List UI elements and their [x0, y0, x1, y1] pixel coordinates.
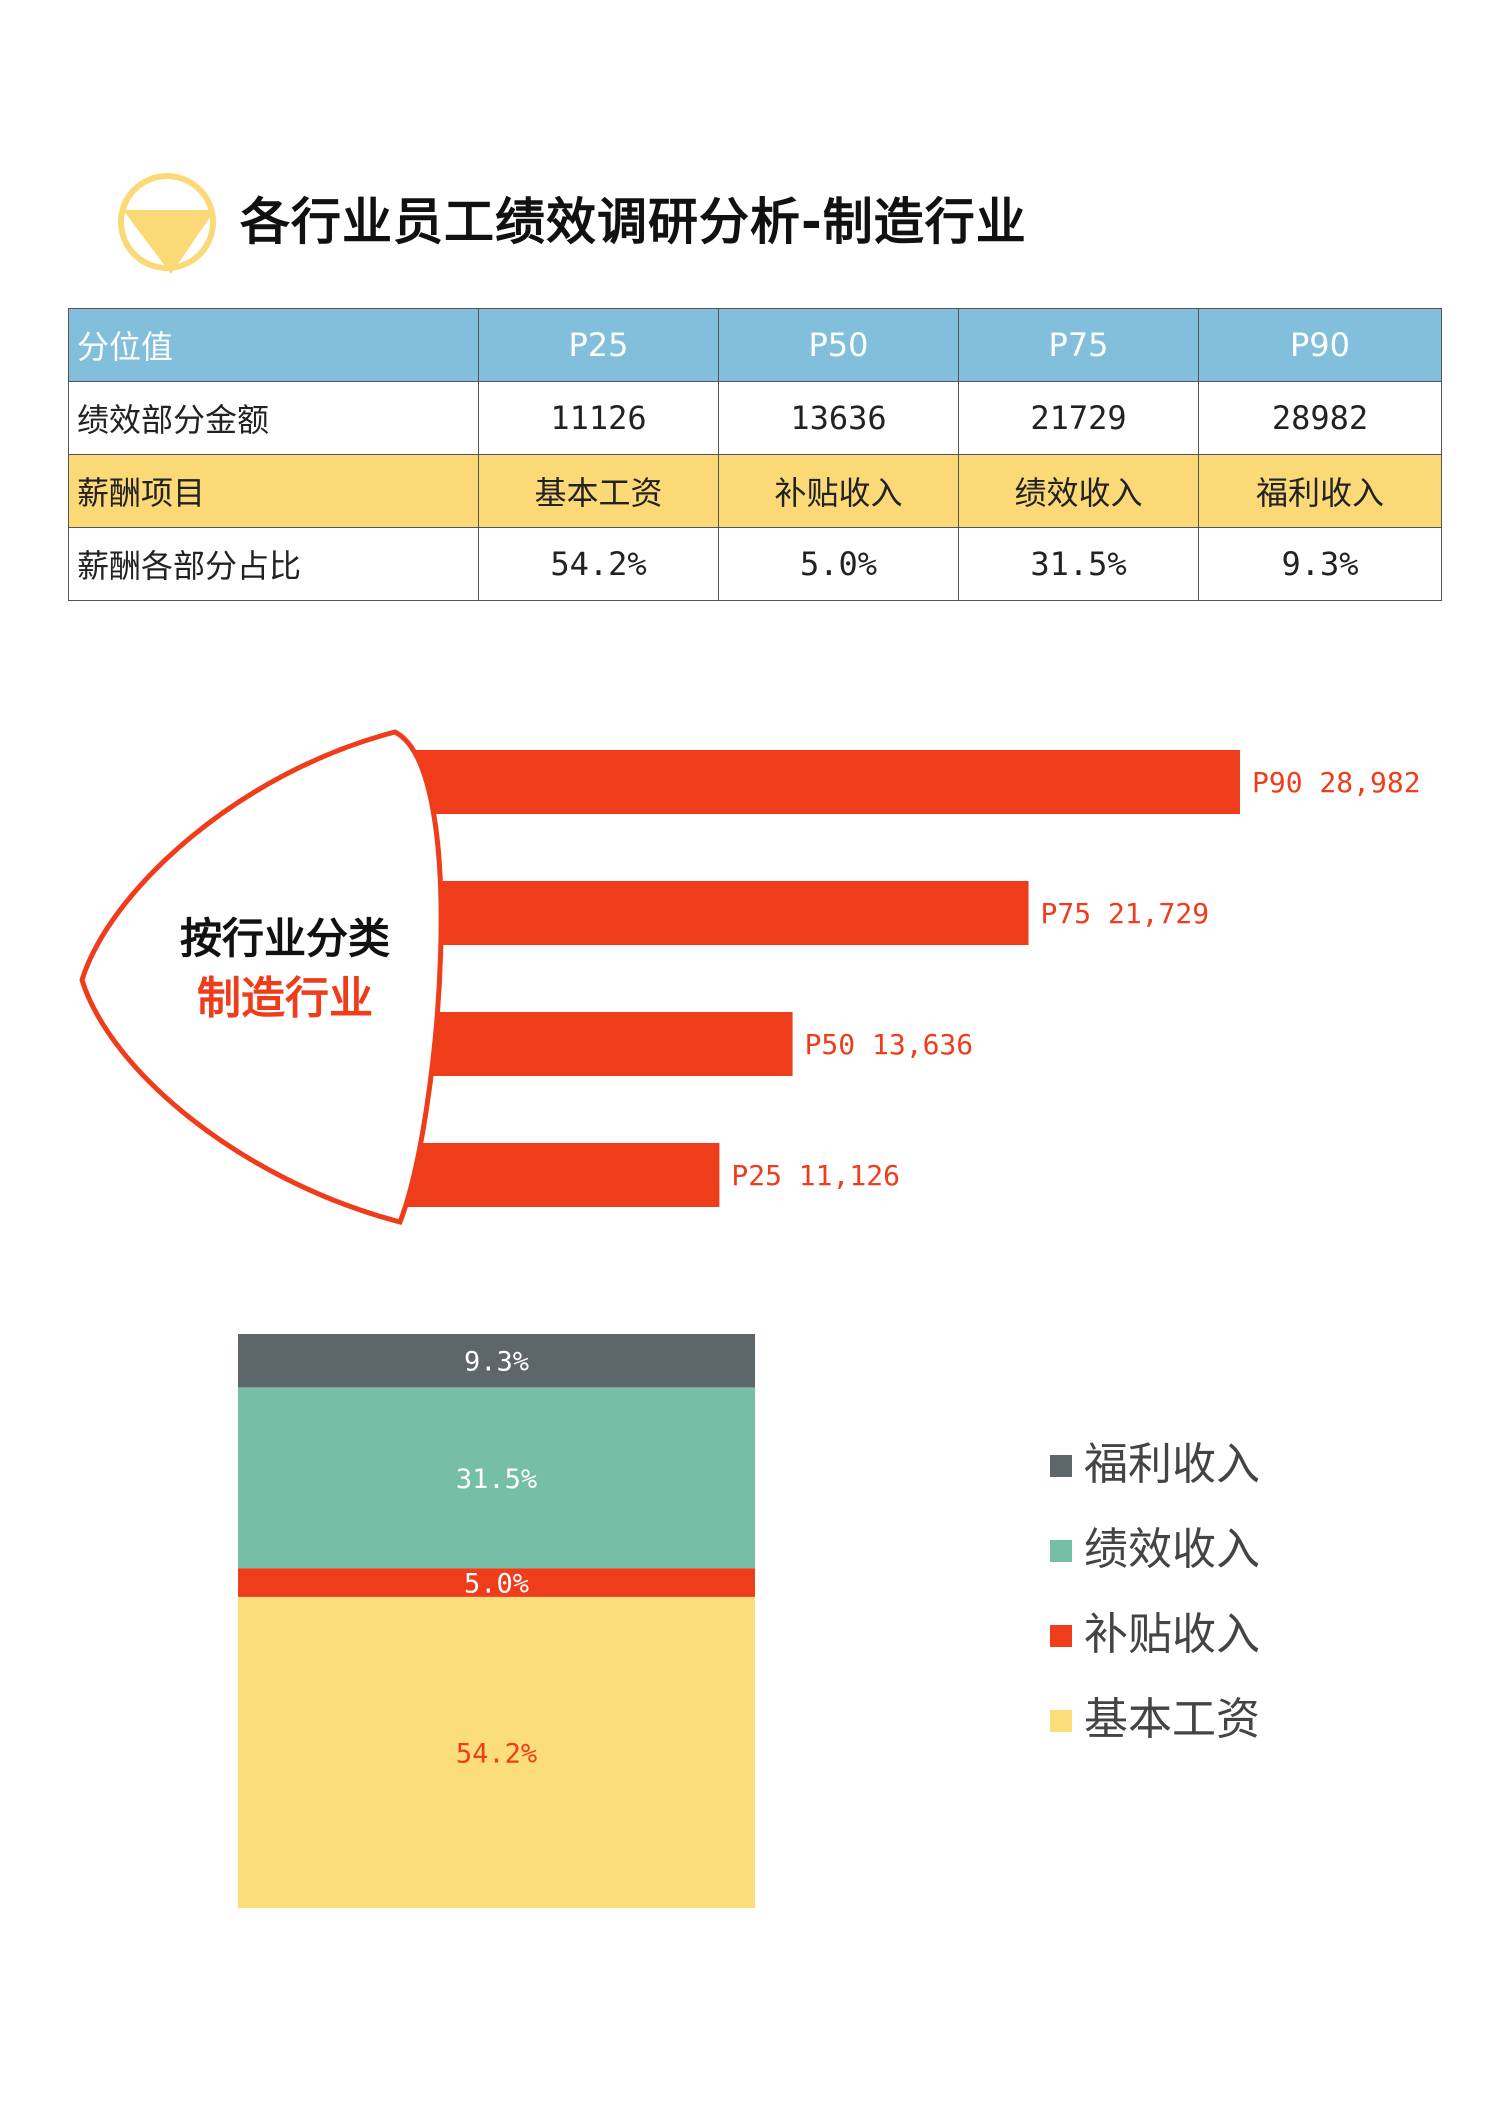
table-row: 薪酬项目 基本工资 补贴收入 绩效收入 福利收入	[68, 454, 1442, 528]
stack-data-label: 9.3%	[464, 1347, 529, 1378]
salary-composition-stacked-chart: 54.2% 5.0% 31.5% 9.3%	[238, 1334, 755, 1908]
badge-line1: 按行业分类	[180, 914, 390, 963]
stack-segment	[238, 1387, 755, 1569]
data-table: 分位值 P25 P50 P75 P90 绩效部分金额 11126 13636 21729 2898…	[68, 308, 1442, 601]
row-header-cell: 绩效部分金额	[68, 381, 479, 455]
stack-data-label: 31.5%	[456, 1464, 537, 1495]
stack-data-label: 5.0%	[464, 1569, 529, 1600]
legend-swatch	[1050, 1540, 1072, 1562]
legend-label: 基本工资	[1084, 1694, 1260, 1745]
bar-p25	[395, 1143, 720, 1207]
percentile-bar-chart: 按行业分类 制造行业 P90 28,982 P75 21,729 P50 13,63…	[79, 729, 1421, 1225]
stack-data-label: 54.2%	[456, 1738, 537, 1769]
table-cell: 绩效收入	[958, 454, 1199, 528]
table-cell: 5.0%	[718, 527, 959, 601]
bar-p90	[395, 750, 1240, 814]
table-row: 分位值 P25 P50 P75 P90	[68, 308, 1442, 382]
bar-p50	[395, 1012, 793, 1076]
table-cell: 11126	[478, 381, 719, 455]
table-cell: 福利收入	[1198, 454, 1442, 528]
table-cell: 31.5%	[958, 527, 1199, 601]
legend-swatch	[1050, 1710, 1072, 1732]
bar-data-label: P25 11,126	[731, 1159, 900, 1192]
table-cell: P90	[1198, 308, 1442, 382]
stack-segment	[238, 1596, 755, 1908]
table-cell: 基本工资	[478, 454, 719, 528]
triangle-badge-icon	[118, 173, 216, 274]
table-row: 薪酬各部分占比 54.2% 5.0% 31.5% 9.3%	[68, 527, 1442, 601]
table-cell: 9.3%	[1198, 527, 1442, 601]
row-header-cell: 薪酬项目	[68, 454, 479, 528]
row-header-cell: 分位值	[68, 308, 479, 382]
legend-swatch	[1050, 1625, 1072, 1647]
bar-data-label: P90 28,982	[1252, 766, 1421, 799]
legend-swatch	[1050, 1455, 1072, 1477]
legend-label: 补贴收入	[1084, 1609, 1260, 1660]
table-cell: P50	[718, 308, 959, 382]
stack-segment	[238, 1568, 755, 1597]
table-cell: 补贴收入	[718, 454, 959, 528]
table-cell: 54.2%	[478, 527, 719, 601]
table-cell: 21729	[958, 381, 1199, 455]
row-header-cell: 薪酬各部分占比	[68, 527, 479, 601]
table-cell: P25	[478, 308, 719, 382]
category-badge-shape	[79, 729, 444, 1225]
bar-p75	[395, 881, 1029, 945]
table-row: 绩效部分金额 11126 13636 21729 28982	[68, 381, 1442, 455]
legend-label: 绩效收入	[1084, 1524, 1260, 1575]
table-cell: 13636	[718, 381, 959, 455]
legend-label: 福利收入	[1084, 1439, 1260, 1490]
table-cell: 28982	[1198, 381, 1442, 455]
stack-segment	[238, 1334, 755, 1388]
bar-data-label: P50 13,636	[805, 1028, 974, 1061]
table-cell: P75	[958, 308, 1199, 382]
bar-data-label: P75 21,729	[1041, 897, 1210, 930]
badge-line2: 制造行业	[197, 973, 373, 1024]
page-title: 各行业员工绩效调研分析-制造行业	[240, 193, 1027, 251]
